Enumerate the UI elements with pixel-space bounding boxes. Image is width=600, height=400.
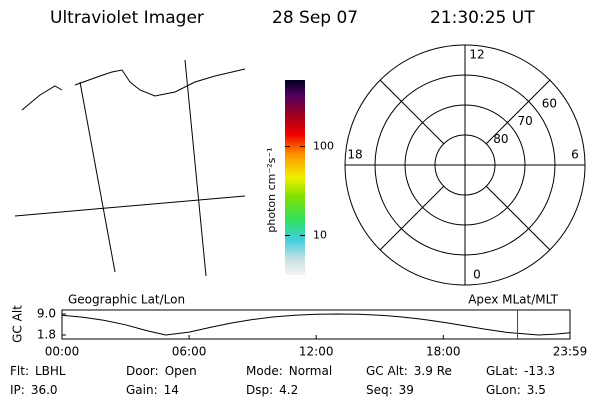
lat-label: 70 <box>518 114 533 128</box>
info-field: Gain: 14 <box>126 383 179 397</box>
spoke <box>485 185 551 251</box>
spoke <box>379 185 445 251</box>
y-tick-label: 9.0 <box>37 307 56 321</box>
colorbar <box>285 80 305 275</box>
info-field: GLon: 3.5 <box>486 383 546 397</box>
x-tick-label: 18:00 <box>426 345 461 359</box>
info-label: GLon: <box>486 383 521 397</box>
info-label: Mode: <box>246 364 283 378</box>
time: 21:30:25 UT <box>430 8 535 28</box>
info-field: Flt: LBHL <box>10 364 66 378</box>
info-value: 39 <box>399 383 414 397</box>
info-field: Dsp: 4.2 <box>246 383 298 397</box>
info-value: 36.0 <box>31 383 58 397</box>
info-field: GLat: -13.3 <box>486 364 555 378</box>
altitude-curve <box>61 313 571 336</box>
info-value: 14 <box>164 383 179 397</box>
info-value: 4.2 <box>279 383 298 397</box>
lat-label: 60 <box>542 97 557 111</box>
title: Ultraviolet Imager <box>50 8 204 28</box>
timeline-right-label: Apex MLat/MLT <box>468 293 558 307</box>
colorbar-tick-label: 100 <box>313 140 334 153</box>
mlt-label: 6 <box>571 148 579 162</box>
info-label: Door: <box>126 364 159 378</box>
timeline: Geographic Lat/Lon Apex MLat/MLT GC Alt 9.0… <box>11 293 588 359</box>
info-field: IP: 36.0 <box>10 383 58 397</box>
spoke <box>379 79 445 145</box>
info-label: Seq: <box>366 383 393 397</box>
info-field: Seq: 39 <box>366 383 414 397</box>
polar-plot: 80 70 60 0 6 12 18 <box>344 44 586 286</box>
y-tick-label: 1.8 <box>37 328 56 342</box>
info-value: -13.3 <box>524 364 555 378</box>
info-panel: Flt: LBHL Door: Open Mode: Normal GC Alt: 3.9 R… <box>10 364 555 397</box>
info-value: 3.9 Re <box>414 364 452 378</box>
info-label: Dsp: <box>246 383 273 397</box>
mlt-label: 0 <box>473 268 481 282</box>
info-label: Flt: <box>10 364 29 378</box>
x-tick-label: 06:00 <box>172 345 207 359</box>
info-field: Door: Open <box>126 364 197 378</box>
info-value: Normal <box>289 364 332 378</box>
info-label: Gain: <box>126 383 158 397</box>
date: 28 Sep 07 <box>272 8 358 28</box>
colorbar-label: photon cm⁻²s⁻¹ <box>265 147 278 232</box>
info-label: GLat: <box>486 364 518 378</box>
timeline-left-label: Geographic Lat/Lon <box>68 293 185 307</box>
info-field: GC Alt: 3.9 Re <box>366 364 452 378</box>
map <box>14 59 246 277</box>
y-axis-label: GC Alt <box>11 305 25 343</box>
mlt-label: 18 <box>347 148 362 162</box>
spoke <box>485 79 551 145</box>
x-tick-label: 23:59 <box>553 345 588 359</box>
info-field: Mode: Normal <box>246 364 332 378</box>
lat-label: 80 <box>493 132 508 146</box>
colorbar-tick-label: 10 <box>313 229 327 242</box>
info-value: Open <box>165 364 197 378</box>
mlt-label: 12 <box>469 48 484 62</box>
info-value: 3.5 <box>527 383 546 397</box>
info-label: IP: <box>10 383 25 397</box>
x-tick-label: 00:00 <box>45 345 80 359</box>
info-label: GC Alt: <box>366 364 408 378</box>
info-value: LBHL <box>35 364 66 378</box>
x-tick-label: 12:00 <box>299 345 334 359</box>
